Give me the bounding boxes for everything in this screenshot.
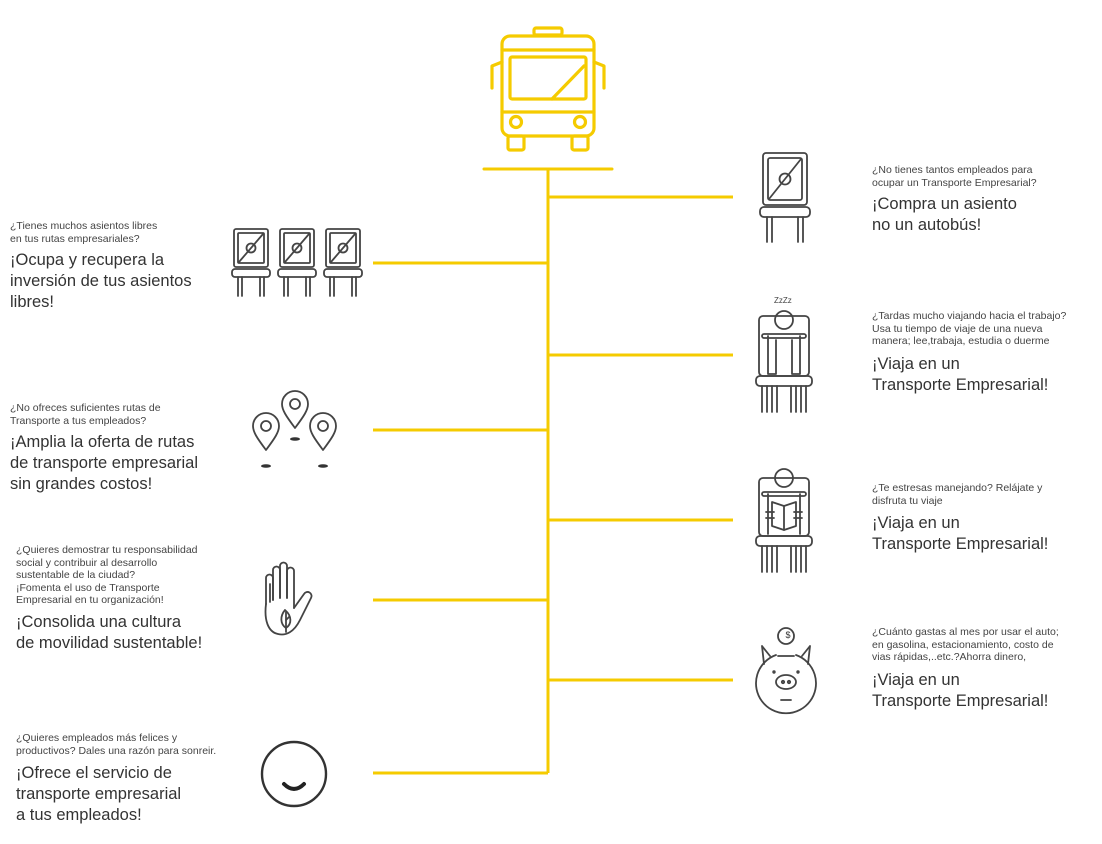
smile-icon bbox=[260, 740, 328, 808]
right-item-3: ¿Te estresas manejando? Relájate y disfr… bbox=[872, 482, 1048, 555]
map-pins-icon bbox=[252, 390, 337, 468]
piggy-bank-icon bbox=[755, 627, 817, 715]
left-item-4: ¿Quieres empleados más felices y product… bbox=[16, 732, 216, 826]
right-item-4-headline: ¡Viaja en un Transporte Empresarial! bbox=[872, 670, 1049, 710]
left-item-1: ¿Tienes muchos asientos libres en tus ru… bbox=[10, 220, 192, 313]
left-item-2-headline: ¡Amplia la oferta de rutas de transporte… bbox=[10, 433, 199, 493]
right-item-3-question: ¿Te estresas manejando? Relájate y disfr… bbox=[872, 482, 1043, 507]
left-item-3-question: ¿Quieres demostrar tu responsabilidad so… bbox=[16, 544, 198, 606]
zzz-label: ZzZz bbox=[774, 296, 792, 305]
right-item-2-headline: ¡Viaja en un Transporte Empresarial! bbox=[872, 354, 1049, 394]
right-item-1: ¿No tienes tantos empleados para ocupar … bbox=[872, 164, 1037, 236]
left-item-1-headline: ¡Ocupa y recupera la inversión de tus as… bbox=[10, 251, 192, 311]
coin-dollar-label: $ bbox=[785, 630, 791, 640]
bus-icon bbox=[490, 26, 606, 152]
right-item-2-question: ¿Tardas mucho viajando hacia el trabajo?… bbox=[872, 310, 1067, 347]
left-item-2: ¿No ofreces suficientes rutas de Transpo… bbox=[10, 402, 198, 495]
left-item-3: ¿Quieres demostrar tu responsabilidad so… bbox=[16, 544, 202, 654]
left-item-3-headline: ¡Consolida una cultura de movilidad sust… bbox=[16, 612, 203, 652]
left-item-4-headline: ¡Ofrece el servicio de transporte empres… bbox=[16, 764, 182, 824]
right-item-1-question: ¿No tienes tantos empleados para ocupar … bbox=[872, 164, 1037, 189]
left-item-1-question: ¿Tienes muchos asientos libres en tus ru… bbox=[10, 220, 158, 245]
right-item-1-headline: ¡Compra un asiento no un autobús! bbox=[872, 195, 1017, 234]
right-item-4-question: ¿Cuánto gastas al mes por usar el auto; … bbox=[872, 626, 1059, 663]
left-item-4-question: ¿Quieres empleados más felices y product… bbox=[16, 732, 217, 757]
right-item-4: ¿Cuánto gastas al mes por usar el auto; … bbox=[872, 626, 1059, 712]
reading-passenger-icon bbox=[755, 468, 813, 573]
hand-leaf-icon bbox=[264, 561, 313, 636]
three-seats-icon bbox=[231, 228, 363, 297]
right-item-2: ¿Tardas mucho viajando hacia el trabajo?… bbox=[872, 310, 1066, 396]
single-seat-icon bbox=[759, 152, 811, 243]
right-item-3-headline: ¡Viaja en un Transporte Empresarial! bbox=[872, 514, 1049, 553]
sleeping-passenger-icon bbox=[755, 310, 813, 413]
left-item-2-question: ¿No ofreces suficientes rutas de Transpo… bbox=[10, 402, 161, 427]
